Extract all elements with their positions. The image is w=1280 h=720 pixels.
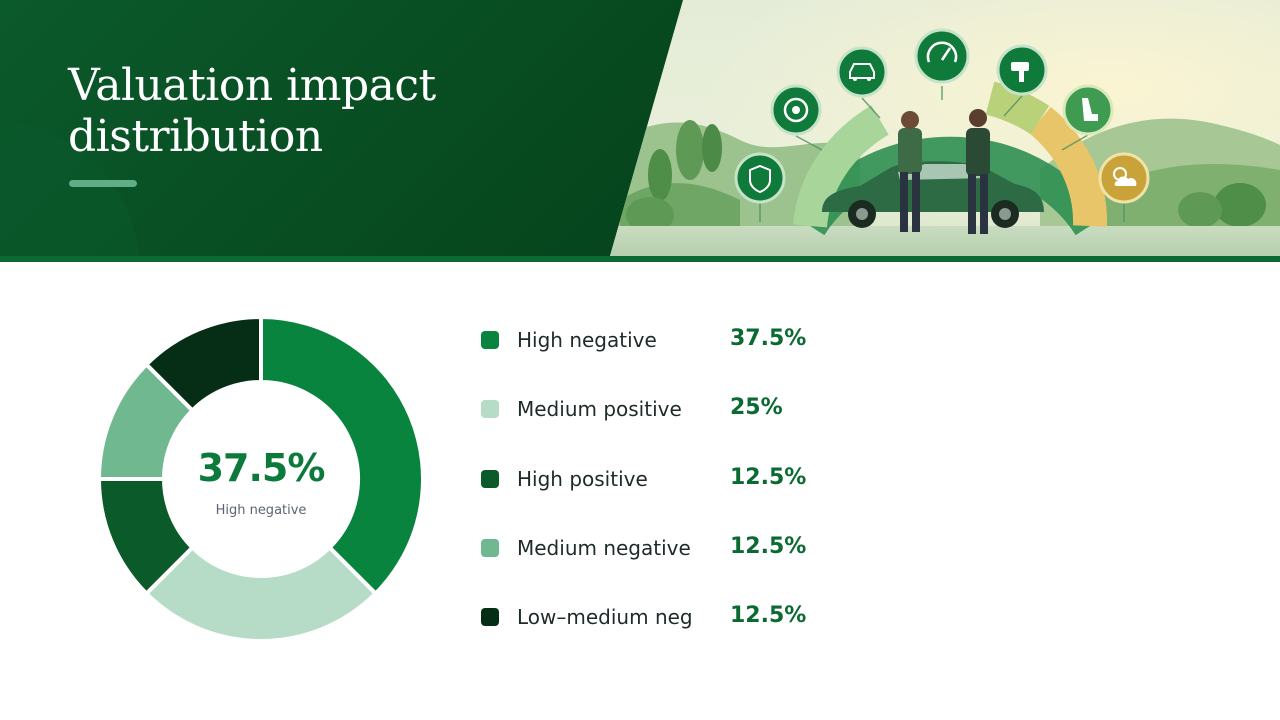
- legend-item-medium-positive: Medium positive 25%: [480, 391, 840, 460]
- donut-center-value: 37.5%: [197, 446, 326, 490]
- title-underline: [69, 180, 137, 187]
- legend-swatch: [481, 469, 499, 488]
- speedometer-icon: [914, 28, 970, 84]
- spray-gun-icon: [996, 44, 1048, 96]
- donut-slice-medium-positive: [144, 545, 378, 643]
- legend-value: 12.5%: [730, 603, 807, 629]
- legend-swatch: [481, 331, 499, 349]
- legend-value: 37.5%: [730, 326, 807, 351]
- legend-item-high-negative: High negative 37.5%: [480, 322, 840, 391]
- donut-chart: [97, 315, 425, 643]
- tire-icon: [770, 84, 822, 136]
- legend-label: High negative: [517, 328, 657, 352]
- legend-swatch: [481, 400, 499, 419]
- header-divider: [0, 256, 1280, 262]
- header-banner: Valuation impact distribution: [0, 0, 1280, 262]
- legend-swatch: [481, 538, 499, 557]
- legend-value: 25%: [730, 395, 783, 421]
- page-title: Valuation impact distribution: [68, 60, 436, 162]
- legend-label: Medium negative: [517, 535, 691, 560]
- car-seat-icon: [1062, 84, 1114, 136]
- car-valuation-illustration: [610, 0, 1280, 256]
- donut-slice-high-negative: [259, 315, 425, 596]
- weather-icon: [1098, 152, 1150, 204]
- chart-legend: High negative 37.5% Medium positive 25% …: [480, 322, 840, 668]
- legend-item-high-positive: High positive 12.5%: [480, 461, 840, 530]
- legend-item-medium-negative: Medium negative 12.5%: [480, 530, 840, 599]
- shield-icon: [734, 152, 786, 204]
- legend-item-low-medium-neg: Low–medium neg 12.5%: [480, 599, 840, 668]
- donut-center-label: High negative: [215, 503, 307, 518]
- legend-label: High positive: [517, 466, 648, 491]
- car-icon: [836, 46, 888, 98]
- legend-label: Medium positive: [517, 397, 682, 422]
- legend-value: 12.5%: [730, 464, 807, 490]
- legend-swatch: [481, 608, 499, 627]
- legend-label: Low–medium neg: [517, 605, 693, 630]
- legend-value: 12.5%: [730, 533, 807, 559]
- donut-slice-low-medium-neg: [144, 315, 263, 413]
